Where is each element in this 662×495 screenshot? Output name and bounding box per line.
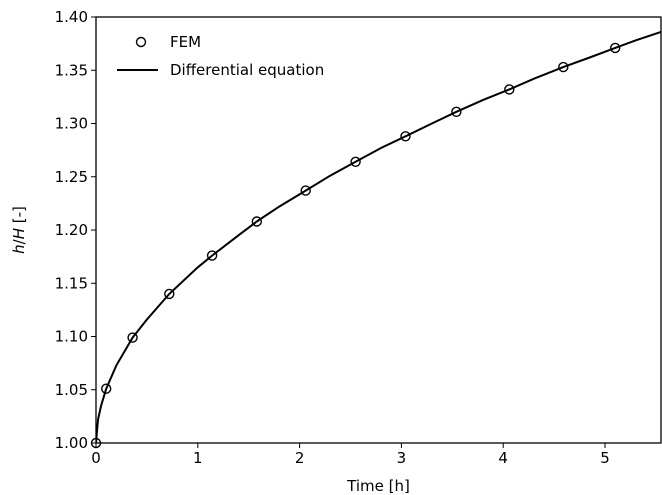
y-axis-label-unit: [-] <box>10 206 28 228</box>
x-tick-label: 1 <box>193 449 203 467</box>
legend-label-fem: FEM <box>170 33 201 51</box>
fem-point <box>100 383 112 394</box>
axis-ticks: 0 1 2 3 4 5 1.00 1.05 1.10 1.15 1.20 1.25 1.30 1.35 1.… <box>55 8 610 467</box>
y-tick-label: 1.05 <box>55 381 88 399</box>
legend-marker-fem <box>135 36 147 48</box>
fem-point <box>610 42 621 54</box>
y-tick-label: 1.25 <box>55 168 88 186</box>
series-line-differential-equation <box>96 30 661 443</box>
fem-point <box>350 156 361 168</box>
y-axis-label-var2: H <box>10 228 28 239</box>
y-tick-label: 1.15 <box>55 274 88 292</box>
x-tick-label: 0 <box>91 449 101 467</box>
fem-point <box>206 250 218 261</box>
y-tick-label: 1.40 <box>55 8 88 26</box>
x-axis-label: Time [h] <box>346 477 410 495</box>
x-tick-label: 5 <box>600 449 610 467</box>
y-axis-label-sep: / <box>10 238 28 244</box>
y-tick-label: 1.00 <box>55 434 88 452</box>
legend-label-differential-equation: Differential equation <box>170 61 324 79</box>
x-tick-label: 4 <box>498 449 508 467</box>
y-axis-label: h/H [-] <box>10 206 28 254</box>
y-tick-label: 1.30 <box>55 115 88 133</box>
fem-point <box>127 332 138 343</box>
axes-frame <box>95 16 662 444</box>
x-tick-label: 2 <box>295 449 305 467</box>
plot-area <box>90 30 661 449</box>
y-tick-label: 1.10 <box>55 328 88 346</box>
fem-point <box>504 84 515 95</box>
y-axis-label-var1: h <box>10 244 28 254</box>
fem-point <box>300 185 311 196</box>
x-tick-label: 3 <box>397 449 407 467</box>
fem-point <box>400 131 411 142</box>
fem-point <box>451 106 462 118</box>
y-tick-label: 1.20 <box>55 221 88 239</box>
fem-point <box>164 288 175 300</box>
legend: FEM Differential equation <box>117 33 324 79</box>
fem-point <box>251 216 262 227</box>
fem-point <box>558 61 569 73</box>
y-tick-label: 1.35 <box>55 61 88 79</box>
